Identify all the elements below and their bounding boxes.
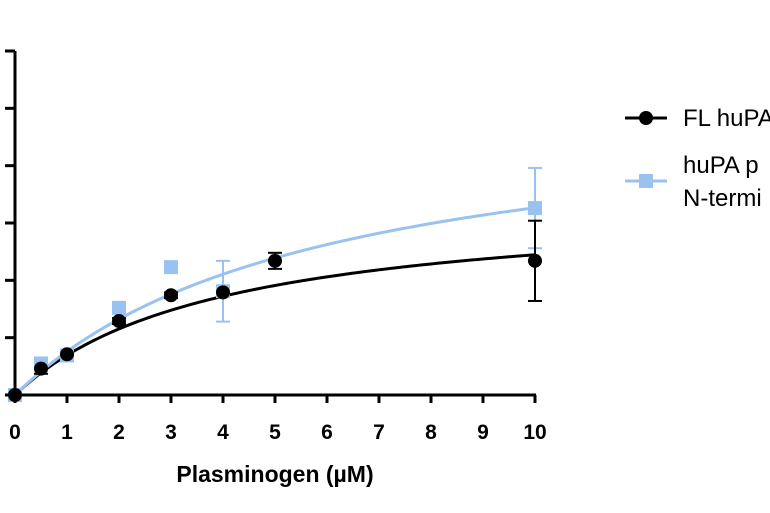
x-tick-label: 7	[373, 421, 385, 444]
data-point-square	[112, 300, 126, 315]
x-tick-label: 0	[9, 421, 21, 444]
data-point-circle	[268, 253, 282, 268]
data-point-circle	[164, 288, 178, 303]
data-point-circle	[60, 347, 74, 362]
fit-curves	[13, 206, 536, 397]
fit-curve	[13, 206, 536, 397]
x-tick-label: 1	[61, 421, 73, 444]
x-ticks: 0 1 2 3 4 5 6 7 8 9 10	[9, 395, 547, 444]
fit-curve	[13, 253, 536, 397]
x-tick-label: 9	[477, 421, 489, 444]
legend-marker-square	[639, 174, 653, 188]
data-points	[8, 201, 542, 402]
data-point-circle	[8, 388, 22, 402]
data-point-circle	[216, 285, 230, 300]
legend: FL huPA huPA p N-termi	[625, 105, 770, 212]
legend-marker-circle	[639, 111, 653, 125]
x-axis-title: Plasminogen (µM)	[176, 461, 373, 487]
axes	[13, 51, 536, 397]
data-point-circle	[34, 361, 48, 376]
x-tick-label: 8	[425, 421, 437, 444]
error-bars	[34, 166, 542, 375]
x-tick-label: 3	[165, 421, 177, 444]
legend-label: N-termi	[683, 185, 762, 212]
x-tick-label: 5	[269, 421, 281, 444]
legend-label: FL huPA	[683, 105, 770, 132]
x-tick-label: 10	[523, 421, 546, 444]
data-point-circle	[528, 253, 542, 268]
data-point-square	[528, 201, 542, 216]
data-point-square	[164, 260, 178, 275]
data-point-circle	[112, 314, 126, 329]
x-tick-label: 2	[113, 421, 125, 444]
x-tick-label: 4	[217, 421, 229, 444]
x-tick-label: 6	[321, 421, 333, 444]
legend-label: huPA p	[683, 152, 759, 179]
